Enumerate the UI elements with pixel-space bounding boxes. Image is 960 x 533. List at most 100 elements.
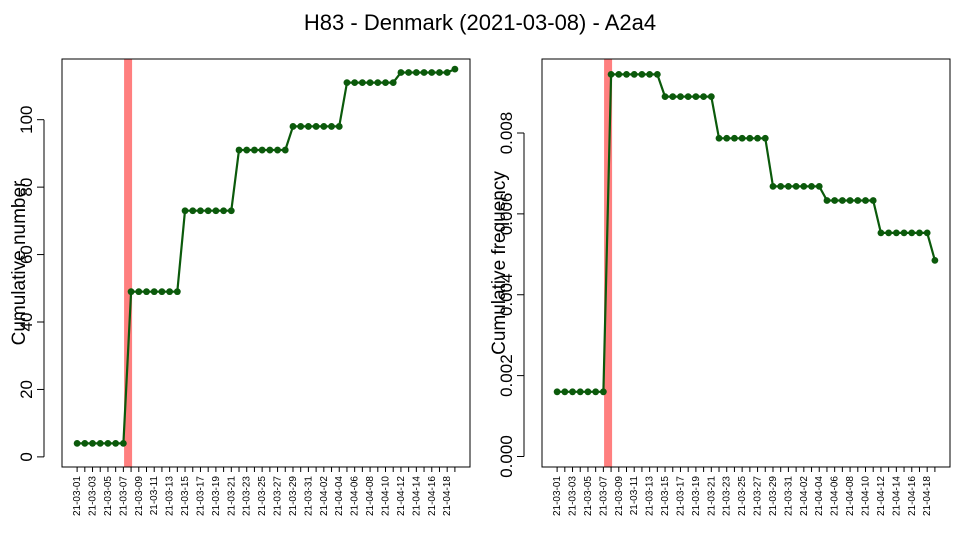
right-data-point — [607, 70, 615, 78]
right-plot-frame — [541, 58, 951, 468]
left-data-point — [258, 146, 266, 154]
left-y-tick-label: 0 — [17, 452, 36, 461]
left-data-point — [335, 123, 343, 130]
left-x-tick-label: 21-04-04 — [334, 476, 345, 516]
left-data-point — [412, 69, 420, 76]
right-data-point — [862, 197, 869, 204]
left-x-tick-label: 21-03-21 — [226, 476, 237, 516]
right-x-tick-label: 21-04-10 — [861, 476, 872, 516]
right-highlight-band — [604, 59, 613, 467]
left-data-point — [297, 123, 305, 130]
left-data-point — [374, 79, 382, 87]
right-y-tick-label: 0.000 — [497, 435, 516, 478]
right-data-point — [838, 197, 846, 204]
right-data-point — [661, 93, 669, 101]
right-data-point — [877, 229, 885, 237]
right-x-tick-label: 21-04-18 — [922, 476, 933, 516]
right-data-point — [854, 197, 862, 204]
left-x-tick-label: 21-04-16 — [427, 476, 438, 516]
right-x-tick-label: 21-03-27 — [753, 476, 764, 516]
left-x-tick-label: 21-03-23 — [242, 476, 253, 516]
left-x-tick-label: 21-04-12 — [396, 476, 407, 516]
right-data-point — [931, 256, 939, 264]
left-data-point — [104, 439, 112, 447]
left-data-point — [96, 439, 104, 447]
left-data-point — [382, 79, 389, 87]
left-x-tick-label: 21-04-06 — [350, 476, 361, 516]
left-x-tick-label: 21-04-14 — [411, 476, 422, 516]
right-data-point — [707, 93, 715, 101]
right-x-tick-label: 21-03-21 — [706, 476, 717, 516]
left-x-tick-label: 21-03-25 — [257, 476, 268, 516]
right-data-point — [569, 388, 576, 396]
right-x-tick-label: 21-03-25 — [737, 476, 748, 516]
left-data-point — [389, 79, 397, 87]
left-y-tick-label: 60 — [17, 245, 36, 264]
right-data-point — [692, 93, 700, 101]
right-data-point — [900, 229, 908, 237]
right-panel: 0.000 0.002 0.004 0.006 0.008 Cumulative freq… — [489, 58, 951, 516]
left-x-tick-label: 21-04-18 — [442, 476, 453, 516]
left-data-point — [150, 288, 158, 296]
left-data-point — [420, 69, 428, 76]
right-data-point — [584, 388, 592, 396]
left-y-axis-title: Cumulative number — [9, 180, 30, 345]
left-x-tick-label: 21-03-31 — [303, 476, 314, 516]
left-x-tick-label: 21-03-07 — [118, 476, 129, 516]
left-data-point — [281, 146, 289, 154]
right-x-tick-label: 21-03-31 — [783, 476, 794, 516]
right-data-point — [908, 229, 916, 237]
right-x-tick-label: 21-04-08 — [845, 476, 856, 516]
right-data-point — [785, 182, 792, 190]
left-data-point — [397, 69, 405, 76]
right-data-point — [800, 182, 808, 190]
left-y-tick-label: 100 — [17, 106, 36, 134]
left-data-point — [305, 123, 312, 130]
right-x-tick-label: 21-04-04 — [814, 476, 825, 516]
left-x-tick-label: 21-03-17 — [195, 476, 206, 516]
right-data-point — [769, 182, 777, 190]
left-x-tick-label: 21-04-08 — [365, 476, 376, 516]
right-data-point — [777, 182, 785, 190]
left-data-point — [143, 288, 150, 296]
left-x-tick-label: 21-04-02 — [319, 476, 330, 516]
right-x-tick-label: 21-03-03 — [568, 476, 579, 516]
right-data-point — [792, 182, 800, 190]
right-x-tick-label: 21-04-16 — [907, 476, 918, 516]
right-data-point — [630, 70, 638, 78]
left-data-point — [158, 288, 166, 296]
left-data-point — [81, 439, 89, 447]
left-x-tick-label: 21-03-01 — [72, 476, 83, 516]
left-x-tick-label: 21-03-19 — [211, 476, 222, 516]
left-data-point — [204, 207, 212, 215]
right-x-tick-label: 21-03-17 — [675, 476, 686, 516]
left-data-point — [220, 207, 227, 215]
right-data-point — [831, 197, 839, 204]
right-x-tick-label: 21-03-11 — [629, 476, 640, 516]
left-x-tick-label: 21-03-11 — [149, 476, 160, 516]
right-x-tick-label: 21-04-02 — [799, 476, 810, 516]
left-x-tick-label: 21-04-10 — [381, 476, 392, 516]
left-data-point — [436, 69, 443, 76]
left-x-tick-label: 21-03-09 — [134, 476, 145, 516]
left-data-point — [251, 146, 258, 154]
left-data-point — [243, 146, 251, 154]
left-data-point — [274, 146, 281, 154]
right-data-point — [669, 93, 677, 101]
right-data-point — [638, 70, 646, 78]
left-data-point — [343, 79, 351, 87]
left-data-point — [312, 123, 320, 130]
right-data-point — [715, 134, 723, 142]
right-data-point — [885, 229, 893, 237]
right-x-tick-label: 21-03-23 — [722, 476, 733, 516]
left-data-point — [227, 207, 235, 215]
right-data-point — [731, 134, 738, 142]
left-x-tick-label: 21-03-05 — [103, 476, 114, 516]
left-data-point — [197, 207, 204, 215]
right-data-point — [815, 182, 823, 190]
right-data-point — [746, 134, 754, 142]
right-y-tick-label: 0.006 — [497, 193, 516, 236]
left-data-point — [89, 439, 96, 447]
